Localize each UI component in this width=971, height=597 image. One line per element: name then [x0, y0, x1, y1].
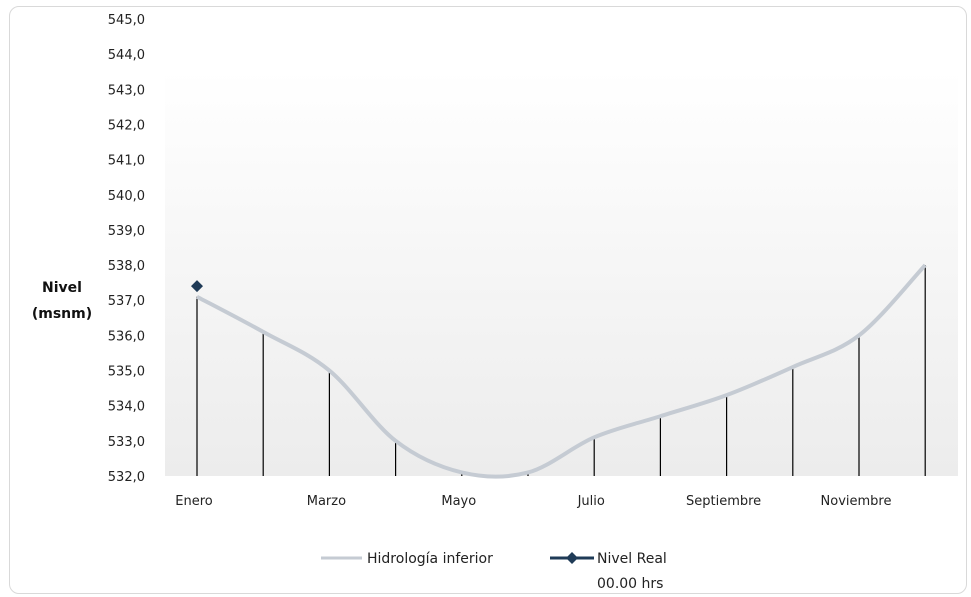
y-tick-label: 541,0 — [108, 154, 145, 169]
x-tick-label: Enero — [175, 494, 213, 509]
drop-lines — [196, 265, 926, 476]
y-tick-label: 539,0 — [108, 224, 145, 239]
y-tick-label: 545,0 — [108, 13, 145, 28]
y-axis-label-line1: Nivel — [42, 280, 82, 296]
series-nivel-real-point — [191, 280, 203, 293]
x-tick-label: Marzo — [307, 494, 346, 509]
legend-label-nivel-real: Nivel Real — [597, 551, 667, 567]
legend-label-hidrologia: Hidrología inferior — [367, 551, 493, 567]
y-axis-label-line2: (msnm) — [32, 306, 92, 322]
y-tick-label: 535,0 — [108, 365, 145, 380]
legend: Hidrología inferior Nivel Real 00.00 hrs — [321, 551, 667, 592]
y-tick-label: 544,0 — [108, 48, 145, 63]
y-tick-label: 540,0 — [108, 189, 145, 204]
y-tick-label: 534,0 — [108, 400, 145, 415]
y-tick-label: 536,0 — [108, 329, 145, 344]
y-tick-label: 533,0 — [108, 435, 145, 450]
legend-diamond-marker — [566, 552, 578, 564]
y-tick-label: 532,0 — [108, 470, 145, 485]
y-axis-ticks: 545,0 544,0 543,0 542,0 541,0 540,0 539,0 538,0… — [108, 13, 145, 485]
x-tick-label: Mayo — [441, 494, 476, 509]
y-tick-label: 538,0 — [108, 259, 145, 274]
y-tick-label: 543,0 — [108, 83, 145, 98]
y-tick-label: 542,0 — [108, 118, 145, 133]
x-axis-ticks: Enero Marzo Mayo Julio Septiembre Noviembre — [175, 494, 891, 509]
legend-label-nivel-real-time: 00.00 hrs — [597, 576, 663, 592]
x-tick-label: Julio — [577, 494, 605, 509]
plot-area — [165, 70, 958, 476]
x-tick-label: Noviembre — [821, 494, 892, 509]
y-tick-label: 537,0 — [108, 294, 145, 309]
series-layer — [191, 263, 927, 479]
x-tick-label: Septiembre — [686, 494, 761, 509]
series-hidrologia-inferior-line — [196, 263, 927, 479]
